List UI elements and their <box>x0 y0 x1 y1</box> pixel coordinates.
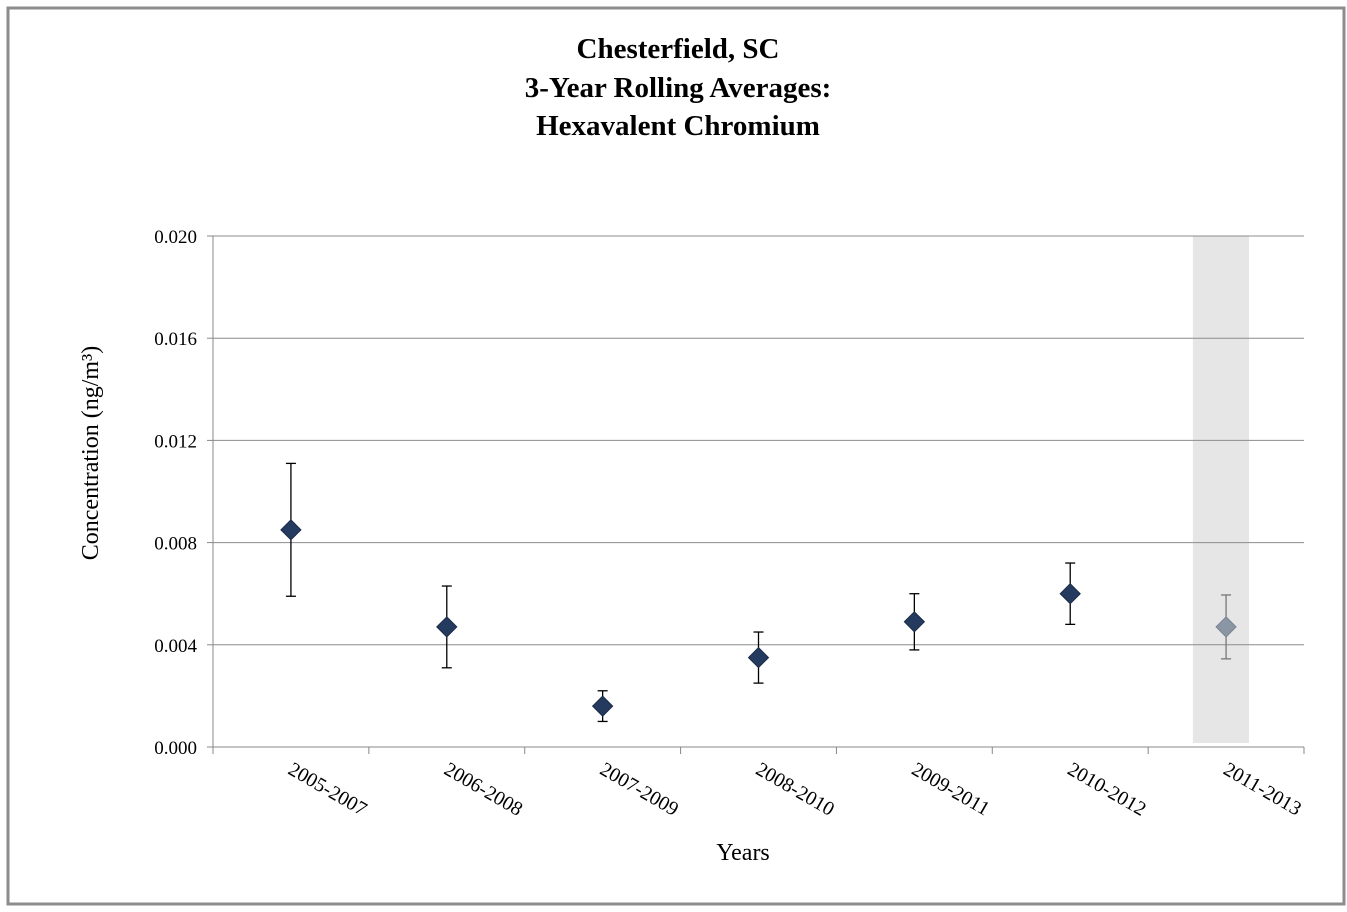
x-axis-label: Years <box>716 840 770 866</box>
chart-title: Hexavalent Chromium <box>536 110 820 142</box>
y-tick-label: 0.020 <box>154 227 197 248</box>
y-tick-label: 0.016 <box>154 329 197 350</box>
y-tick-label: 0.012 <box>154 431 197 452</box>
y-axis-label: Concentration (ng/m³) <box>78 346 104 560</box>
y-tick-label: 0.008 <box>154 534 197 555</box>
data-point <box>280 519 302 541</box>
data-point <box>1215 616 1237 638</box>
data-point <box>436 616 458 638</box>
chart-title: Chesterfield, SC <box>577 33 780 65</box>
data-point <box>903 611 926 633</box>
y-tick-label: 0.004 <box>154 636 197 657</box>
highlight-band <box>1192 236 1250 743</box>
data-point <box>591 695 614 717</box>
data-point <box>1059 582 1081 605</box>
data-point <box>747 646 770 669</box>
chart-frame <box>6 6 1346 906</box>
chart-title: 3-Year Rolling Averages: <box>525 72 832 104</box>
y-tick-label: 0.000 <box>154 738 197 759</box>
